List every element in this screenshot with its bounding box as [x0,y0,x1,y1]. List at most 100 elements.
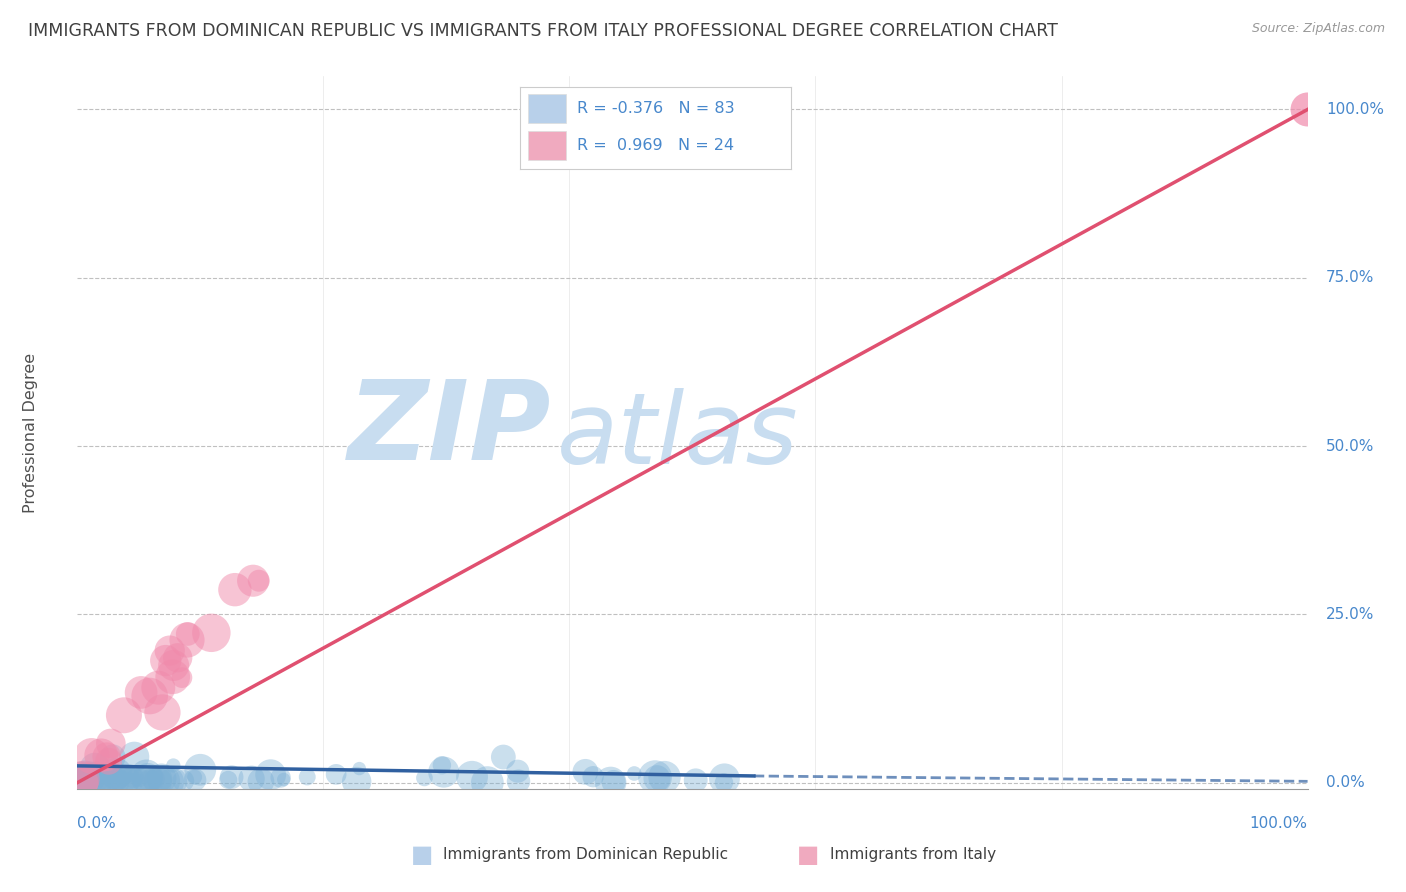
Point [176,633,198,648]
Text: Immigrants from Italy: Immigrants from Italy [830,847,995,862]
Point [121,770,143,784]
Point [114,770,136,784]
Point [96,749,118,764]
Point [260,768,283,782]
Point [183,770,205,784]
Point [645,772,668,786]
Point [77,770,100,784]
FancyBboxPatch shape [529,131,567,161]
Point [346,774,368,789]
Point [188,763,211,777]
Point [247,574,270,588]
Point [1296,103,1319,117]
Text: IMMIGRANTS FROM DOMINICAN REPUBLIC VS IMMIGRANTS FROM ITALY PROFESSIONAL DEGREE : IMMIGRANTS FROM DOMINICAN REPUBLIC VS IM… [28,22,1057,40]
Point [142,772,165,786]
Point [574,764,596,779]
Point [242,574,264,588]
Point [153,774,176,789]
Point [122,749,145,764]
Point [177,627,200,641]
Point [461,770,484,784]
Point [111,768,134,782]
Point [70,774,93,789]
Point [297,770,319,784]
Point [70,772,93,786]
Text: ZIP: ZIP [347,376,551,483]
Point [139,773,162,788]
Point [155,654,177,668]
Point [90,748,112,763]
Point [94,775,117,789]
Point [83,770,105,784]
Point [325,767,347,781]
Point [83,775,105,789]
Point [112,708,135,723]
Point [150,772,173,786]
Text: 25.0%: 25.0% [1326,607,1375,622]
Point [103,775,125,789]
Point [69,766,91,780]
Point [134,773,156,788]
Point [644,770,666,784]
Point [685,773,707,788]
Point [162,758,184,772]
Point [77,770,100,784]
Text: R = -0.376   N = 83: R = -0.376 N = 83 [576,101,735,116]
Point [250,774,273,789]
Point [713,775,735,789]
Point [75,773,97,788]
Point [94,772,117,787]
Point [128,775,150,789]
Point [84,775,107,789]
Point [599,775,621,789]
Point [162,670,184,684]
Point [101,750,124,764]
Point [349,762,371,776]
Text: Professional Degree: Professional Degree [22,352,38,513]
Point [136,772,159,786]
Text: 75.0%: 75.0% [1326,270,1375,285]
Point [184,772,207,787]
Point [129,685,152,699]
Point [72,772,94,787]
Point [654,770,676,784]
Point [433,765,456,780]
Text: R =  0.969   N = 24: R = 0.969 N = 24 [576,138,734,153]
Point [73,765,96,780]
Text: 0.0%: 0.0% [77,816,117,831]
Text: atlas: atlas [557,388,799,484]
Point [602,775,624,789]
Text: Immigrants from Dominican Republic: Immigrants from Dominican Republic [443,847,728,862]
Point [101,773,124,788]
Point [170,671,193,685]
Point [75,774,97,789]
Point [104,772,127,786]
Point [430,758,453,772]
Point [163,658,186,673]
Point [492,750,515,764]
Point [152,706,174,720]
Point [114,775,136,789]
Point [112,773,135,788]
Text: ■: ■ [411,843,433,866]
Point [270,771,292,785]
Point [80,749,103,764]
Point [105,766,128,780]
Point [69,773,91,788]
Point [89,767,111,781]
Point [70,775,93,789]
Point [413,771,436,785]
Point [79,770,101,784]
Point [97,754,120,768]
Text: Source: ZipAtlas.com: Source: ZipAtlas.com [1251,22,1385,36]
Point [273,772,295,787]
Point [508,774,530,789]
Point [69,771,91,785]
Point [224,582,246,597]
FancyBboxPatch shape [529,94,567,123]
Point [148,681,170,695]
Point [217,772,239,787]
Point [200,625,222,640]
Text: ■: ■ [797,843,820,866]
Point [159,643,181,657]
